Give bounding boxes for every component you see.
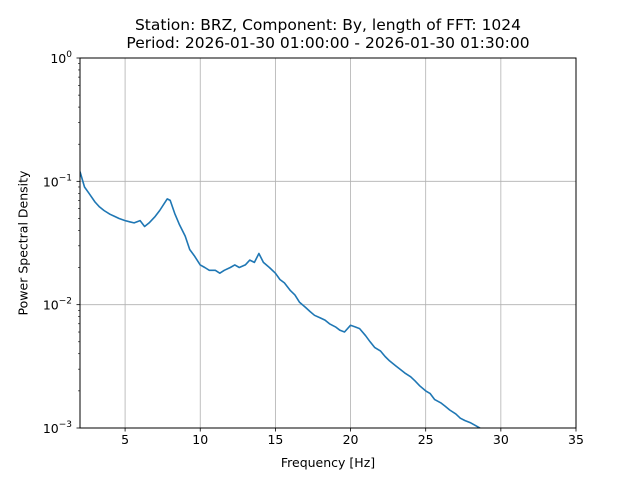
y-tick-label: 10−2 [43, 297, 72, 313]
x-tick-label: 15 [267, 432, 283, 447]
axis-ticks: 5 10 15 20 25 30 35 10−3 10−2 10−1 100 [43, 50, 584, 447]
series-group [80, 171, 481, 428]
chart-title: Station: BRZ, Component: By, length of F… [134, 16, 522, 34]
psd-line-series-1 [80, 171, 481, 428]
x-tick-label: 10 [192, 432, 208, 447]
y-axis-label: Power Spectral Density [15, 170, 31, 316]
x-tick-label: 30 [493, 432, 509, 447]
x-tick-label: 25 [418, 432, 434, 447]
grid-lines [80, 57, 577, 429]
y-tick-label: 10−1 [43, 173, 72, 189]
x-tick-label: 20 [343, 432, 359, 447]
y-tick-label: 100 [50, 50, 72, 66]
x-tick-label: 5 [121, 432, 129, 447]
plot-frame [79, 57, 577, 429]
chart-subtitle: Period: 2026-01-30 01:00:00 - 2026-01-30… [126, 34, 530, 52]
x-axis-label: Frequency [Hz] [280, 455, 376, 470]
y-tick-label: 10−3 [43, 420, 72, 436]
x-tick-label: 35 [568, 432, 584, 447]
